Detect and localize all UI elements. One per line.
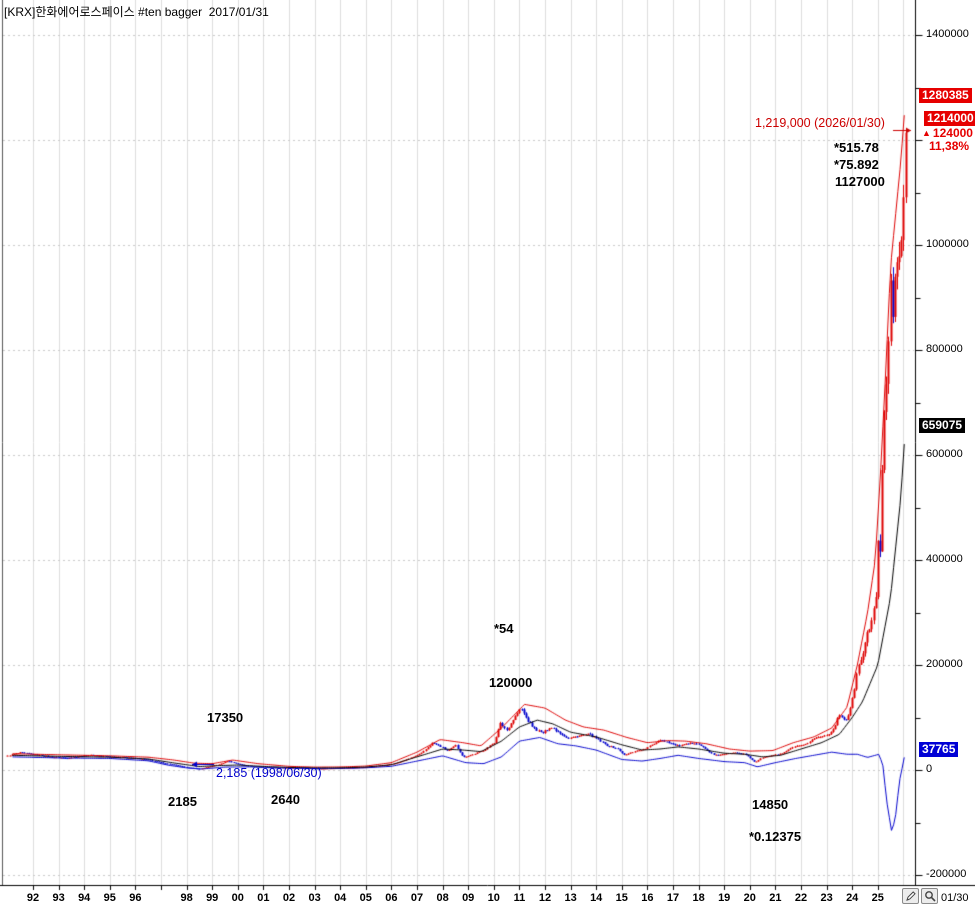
magnifier-icon bbox=[924, 890, 936, 902]
x-axis-label-2002: 02 bbox=[282, 892, 296, 904]
annotation-low-2003: 2640 bbox=[271, 792, 300, 807]
x-axis-label-2004: 04 bbox=[334, 892, 347, 904]
lower-band-badge: 37765 bbox=[919, 742, 959, 757]
upper-band-badge: 1280385 bbox=[919, 88, 972, 103]
x-axis-label-2019: 19 bbox=[718, 892, 731, 904]
x-axis-label-2014: 14 bbox=[590, 892, 603, 904]
annotation-mult-515: *515.78 bbox=[834, 140, 879, 155]
last-price-badge: 1214000 bbox=[924, 111, 975, 126]
y-axis-label-1000000: 1000000 bbox=[926, 238, 969, 250]
x-axis-label-2018: 18 bbox=[692, 892, 705, 904]
x-axis-label-2000: 00 bbox=[231, 892, 244, 904]
x-axis-label-1992: 92 bbox=[26, 892, 40, 904]
last-date-label: 01/30 bbox=[941, 892, 969, 904]
zoom-tool-button[interactable] bbox=[921, 888, 938, 904]
x-axis-label-2010: 10 bbox=[487, 892, 500, 904]
x-axis-label-2008: 08 bbox=[436, 892, 449, 904]
x-axis-label-2006: 06 bbox=[385, 892, 398, 904]
annotation-ratio-012375: *0.12375 bbox=[749, 829, 802, 844]
y-axis-label-800000: 800000 bbox=[926, 343, 963, 355]
x-axis-label-1996: 96 bbox=[129, 892, 142, 904]
annotation-min-price: 2,185 (1998/06/30) bbox=[216, 766, 322, 780]
x-axis-label-2013: 13 bbox=[564, 892, 577, 904]
x-axis-label-2011: 11 bbox=[513, 892, 526, 904]
annotation-peak-2011: 120000 bbox=[489, 675, 533, 690]
x-axis-label-2024: 24 bbox=[846, 892, 859, 904]
x-axis-label-2023: 23 bbox=[820, 892, 833, 904]
x-axis-label-2001: 01 bbox=[257, 892, 270, 904]
price-change: ▲ 124000 bbox=[922, 126, 973, 140]
price-change-pct: 11,38% bbox=[929, 139, 970, 153]
x-axis-label-2017: 17 bbox=[666, 892, 680, 904]
annotation-max-price: 1,219,000 (2026/01/30) bbox=[755, 116, 885, 130]
x-axis-label-1993: 93 bbox=[52, 892, 65, 904]
annotation-low-1998: 2185 bbox=[168, 794, 197, 809]
y-axis-label-0: 0 bbox=[926, 763, 933, 775]
x-axis-label-2016: 16 bbox=[641, 892, 654, 904]
price-change-value: 124000 bbox=[932, 126, 973, 140]
draw-tool-button[interactable] bbox=[902, 888, 919, 904]
x-axis-label-1995: 95 bbox=[103, 892, 116, 904]
x-axis-label-1998: 98 bbox=[180, 892, 193, 904]
x-axis-label-2003: 03 bbox=[308, 892, 321, 904]
y-axis-label-1400000: 1400000 bbox=[926, 28, 969, 40]
annotation-peak-1999: 17350 bbox=[207, 710, 244, 725]
x-axis-label-2007: 07 bbox=[410, 892, 424, 904]
x-axis-label-2021: 21 bbox=[769, 892, 782, 904]
x-axis-label-1994: 94 bbox=[78, 892, 91, 904]
x-axis-label-1999: 99 bbox=[206, 892, 219, 904]
x-axis-label-2022: 22 bbox=[794, 892, 808, 904]
x-axis-label-2009: 09 bbox=[462, 892, 475, 904]
y-axis-label-600000: 600000 bbox=[926, 448, 963, 460]
pencil-icon bbox=[905, 890, 917, 902]
x-axis-label-2020: 20 bbox=[743, 892, 756, 904]
y-axis-label--200000: -200000 bbox=[926, 868, 967, 880]
chart-title: [KRX]한화에어로스페이스 #ten bagger 2017/01/31 bbox=[4, 5, 269, 19]
annotation-mult-54: *54 bbox=[494, 621, 514, 636]
x-axis-label-2005: 05 bbox=[359, 892, 372, 904]
ma-badge: 659075 bbox=[919, 418, 966, 433]
y-axis-label-400000: 400000 bbox=[926, 553, 963, 565]
annotation-low-2020: 14850 bbox=[752, 797, 789, 812]
annotation-mult-75: *75.892 bbox=[834, 157, 879, 172]
x-axis-label-2015: 15 bbox=[615, 892, 628, 904]
up-triangle-icon: ▲ bbox=[922, 128, 931, 138]
x-axis-label-2012: 12 bbox=[538, 892, 552, 904]
y-axis-label-200000: 200000 bbox=[926, 658, 963, 670]
x-axis-label-2025: 25 bbox=[871, 892, 884, 904]
annotation-price-1127000: 1127000 bbox=[835, 174, 885, 189]
